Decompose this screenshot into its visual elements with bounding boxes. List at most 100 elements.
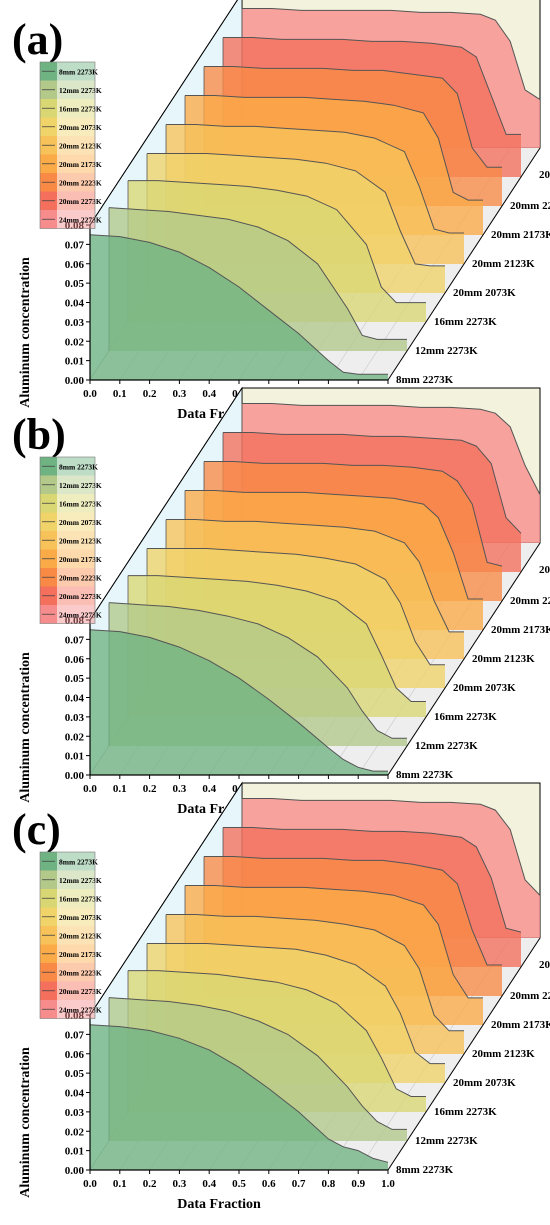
chart-panel-1: 0.00.10.20.30.40.50.60.70.80.91.00.000.0…	[12, 0, 550, 422]
y-tick-label: 0.06	[65, 1049, 85, 1061]
y-tick-label: 0.01	[65, 356, 84, 368]
legend-row-bg	[57, 475, 95, 494]
y-tick-label: 0.01	[65, 1146, 84, 1158]
series-line-6	[185, 95, 483, 201]
legend-row-bg	[57, 210, 95, 229]
y-tick-label: 0.08	[65, 220, 85, 232]
legend-row-bg	[57, 80, 95, 99]
series-label: 20mm 2173K	[491, 229, 550, 241]
series-line-1	[89, 234, 388, 375]
legend-label: 12mm 2273K	[59, 86, 102, 95]
series-line-3	[128, 970, 426, 1097]
legend-row-bg	[57, 889, 95, 908]
legend-label: 20mm 2273K	[59, 197, 102, 206]
legend-row-bg	[57, 963, 95, 982]
legend-label: 20mm 2073K	[59, 913, 102, 922]
series-line-5	[166, 914, 464, 1032]
box-edge	[387, 147, 541, 381]
x-tick-label: 0.0	[83, 783, 97, 795]
legend-row-bg	[57, 981, 95, 1000]
legend-label: 20mm 2073K	[59, 123, 102, 132]
y-tick-label: 0.04	[65, 1088, 85, 1100]
y-tick-label: 0.05	[65, 673, 85, 685]
legend-row-bg	[57, 1000, 95, 1019]
box-edge	[387, 937, 541, 1171]
series-line-3	[128, 575, 426, 702]
series-area-1	[90, 1024, 388, 1170]
x-tick-label: 0.1	[113, 783, 127, 795]
y-tick-label: 0.00	[65, 375, 85, 387]
series-area-1	[90, 629, 388, 775]
series-label: 20mm 2273K	[539, 564, 550, 576]
panel-letter: (a)	[12, 15, 63, 64]
series-label: 12mm 2273K	[415, 1135, 478, 1147]
legend-frame	[39, 61, 96, 229]
legend-row-bg	[57, 907, 95, 926]
legend-row-bg	[57, 154, 95, 173]
legend-row-bg	[57, 605, 95, 624]
series-line-5	[166, 519, 464, 633]
series-line-6	[185, 885, 483, 999]
legend-row-bg	[57, 457, 95, 476]
y-tick-label: 0.06	[65, 259, 85, 271]
series-label: 20mm 2123K	[472, 1048, 535, 1060]
y-tick-label: 0.03	[65, 712, 85, 724]
x-tick-label: 0.4	[202, 783, 216, 795]
y-tick-label: 0.03	[65, 317, 85, 329]
series-line-1	[89, 1024, 389, 1163]
legend-label: 24mm 2273K	[59, 610, 102, 619]
series-line-8	[223, 432, 522, 534]
series-line-9	[242, 798, 541, 896]
series-label: 8mm 2273K	[396, 769, 454, 781]
series-label: 20mm 2123K	[472, 258, 535, 270]
legend-label: 20mm 2273K	[59, 592, 102, 601]
legend-row-bg	[57, 568, 95, 587]
box-edge	[89, 782, 243, 1016]
series-label: 20mm 2073K	[453, 287, 516, 299]
y-tick-label: 0.02	[65, 1126, 85, 1138]
y-tick-label: 0.05	[65, 278, 85, 290]
legend-label: 16mm 2273K	[59, 499, 102, 508]
legend-row-bg	[57, 926, 95, 945]
box-edge	[89, 387, 243, 621]
series-label: 12mm 2273K	[415, 345, 478, 357]
x-tick-label: 0.5	[232, 1178, 246, 1190]
y-tick-label: 0.07	[65, 634, 85, 646]
series-line-4	[147, 153, 445, 267]
legend-row-bg	[57, 117, 95, 136]
series-label: 20mm 2123K	[472, 653, 535, 665]
legend-label: 20mm 2173K	[59, 160, 102, 169]
series-line-9	[242, 8, 541, 101]
x-tick-label: 0.8	[322, 1178, 336, 1190]
series-line-9	[242, 403, 541, 495]
legend-label: 16mm 2273K	[59, 104, 102, 113]
series-label: 20mm 2173K	[491, 1019, 550, 1031]
y-tick-label: 0.08	[65, 615, 85, 627]
legend-label: 20mm 2123K	[59, 931, 102, 940]
series-label: 12mm 2273K	[415, 740, 478, 752]
y-tick-label: 0.07	[65, 1029, 85, 1041]
series-label: 8mm 2273K	[396, 374, 454, 386]
series-line-7	[204, 856, 502, 966]
series-label: 20mm 2223K	[510, 595, 550, 607]
y-tick-label: 0.00	[65, 770, 85, 782]
y-tick-label: 0.03	[65, 1107, 85, 1119]
series-line-1	[89, 629, 388, 772]
y-axis-title: Aluminum concentration	[18, 1047, 33, 1198]
legend-label: 20mm 2073K	[59, 518, 102, 527]
series-line-7	[204, 461, 503, 567]
series-line-2	[108, 207, 407, 340]
legend-label: 20mm 2123K	[59, 141, 102, 150]
y-axis-title: Aluminum concentration	[18, 257, 33, 408]
series-line-4	[147, 943, 445, 1065]
x-tick-label: 1.0	[381, 1178, 395, 1190]
series-line-7	[204, 66, 502, 168]
legend-label: 8mm 2273K	[59, 857, 98, 866]
legend-row-bg	[57, 62, 95, 81]
x-tick-label: 0.4	[202, 388, 216, 400]
legend-row-bg	[57, 512, 95, 531]
legend-label: 12mm 2273K	[59, 481, 102, 490]
series-line-5	[166, 124, 464, 234]
legend-label: 24mm 2273K	[59, 1005, 102, 1014]
